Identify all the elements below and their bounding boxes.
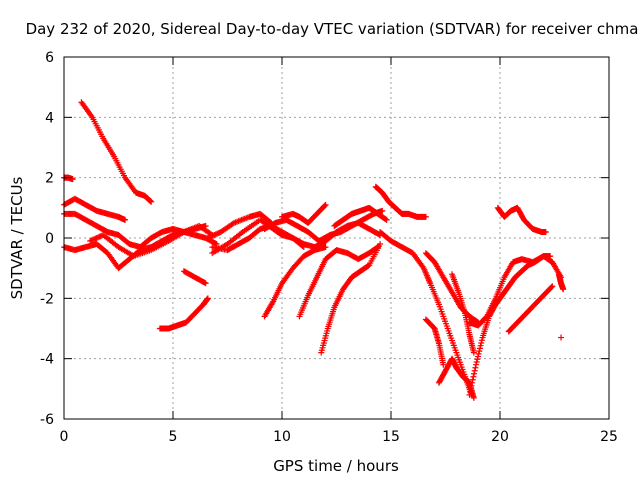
data-point [478,337,485,344]
y-axis-label: SDTVAR / TECUs [8,176,26,299]
y-tick-label: 4 [45,110,54,126]
chart-title: Day 232 of 2020, Sidereal Day-to-day VTE… [26,20,639,38]
data-point [98,232,105,239]
x-tick-label: 25 [600,429,618,445]
data-point [204,235,211,241]
grid-lines [64,57,609,419]
data-point [469,376,476,383]
data-point [92,235,99,242]
x-tick-label: 5 [169,429,178,445]
data-point [87,238,94,245]
data-point [478,339,485,346]
data-point [468,382,475,389]
data-point [211,231,218,238]
data-point [208,233,215,240]
data-point [542,228,549,235]
data-point [475,350,482,357]
data-point [93,235,100,241]
data-point [548,284,555,291]
data-point [469,379,476,386]
data-point [382,216,389,223]
data-point [440,361,447,368]
data-point [214,230,221,237]
data-point [476,345,483,352]
x-tick-label: 0 [60,429,69,445]
data-point [470,349,477,356]
data-point [476,348,483,355]
data-point [210,232,217,239]
data-point [321,202,328,209]
data-point [322,201,329,208]
data-point [473,358,480,365]
data-point [477,342,484,349]
y-tick-label: -6 [40,412,54,428]
data-point [471,367,478,374]
data-point [377,241,384,248]
x-tick-label: 10 [273,429,291,445]
data-point [212,231,219,238]
data-point [383,216,390,223]
y-tick-label: -4 [40,352,54,368]
data-point [122,216,129,223]
y-tick-label: 2 [45,171,54,187]
x-axis-label: GPS time / hours [273,457,399,475]
x-tick-label: 20 [491,429,509,445]
data-point [91,236,98,243]
data-point [201,279,208,286]
data-point [95,234,102,241]
data-point [466,391,473,398]
data-point [322,244,329,251]
data-point [204,295,211,302]
data-point [549,283,556,290]
data-point [146,197,153,204]
x-tick-label: 15 [382,429,400,445]
data-point [88,237,95,244]
data-point [470,394,477,401]
data-point [558,334,565,341]
y-tick-label: -2 [40,291,54,307]
y-tick-label: 6 [45,50,54,66]
data-point [147,198,154,205]
data-point [547,253,554,260]
data-point [467,385,474,392]
data-point [472,364,479,371]
data-point [89,236,96,243]
data-point [69,176,76,183]
data-point [202,280,209,287]
data-point [422,213,429,220]
data-point [470,373,477,380]
data-point [379,207,386,214]
axis-ticks: 0 5 10 15 20 25 -6 -4 -2 0 2 4 6 [40,50,618,445]
y-tick-label: 0 [45,231,54,247]
data-point [474,356,481,363]
data-point [206,234,213,241]
data-point [560,286,567,293]
data-point [473,361,480,368]
data-point [471,370,478,377]
data-points [61,99,567,401]
data-point [207,233,214,240]
data-point [215,230,222,237]
data-point [474,353,481,360]
data-point [148,198,155,205]
data-point [96,233,103,240]
data-point [467,388,474,395]
